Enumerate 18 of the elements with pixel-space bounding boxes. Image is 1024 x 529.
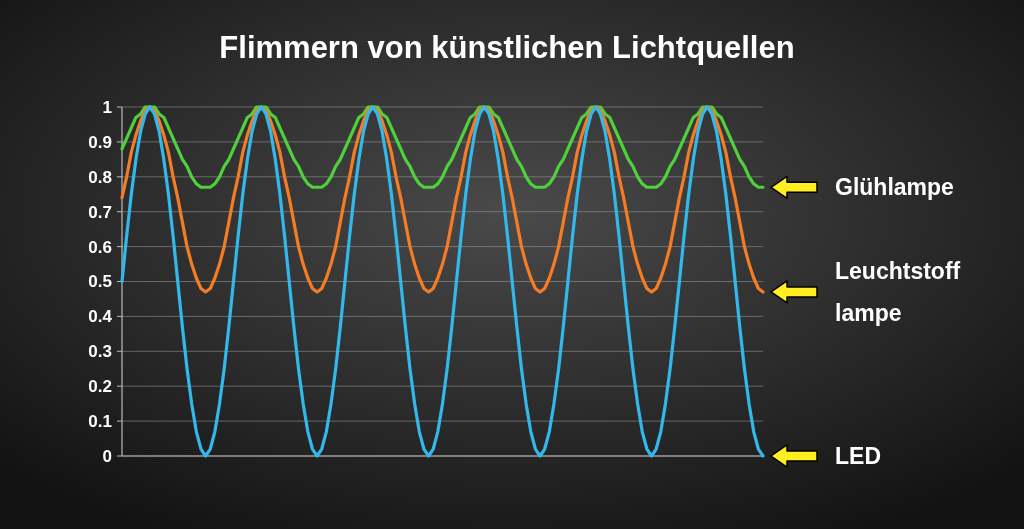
chart-title: Flimmern von künstlichen Lichtquellen: [219, 30, 795, 65]
y-tick-label: 0.3: [88, 342, 112, 362]
y-tick-label: 0.9: [88, 132, 112, 152]
y-tick-label: 0: [102, 446, 112, 466]
y-tick-label: 1: [102, 97, 112, 117]
y-tick-label: 0.1: [88, 412, 112, 432]
text: Glühlampe: [835, 174, 954, 201]
line-series: [120, 105, 765, 458]
text: Leuchtstoff lampe: [835, 258, 961, 327]
y-tick-label: 0.5: [88, 272, 112, 292]
line-series: [120, 105, 765, 189]
y-tick-label: 0.7: [88, 202, 112, 222]
y-tick-label: 0.2: [88, 377, 112, 397]
y-tick-label: 0.8: [88, 167, 112, 187]
line-series: [120, 105, 765, 294]
y-tick-label: 0.6: [88, 237, 112, 257]
y-tick-label: 0.4: [88, 307, 113, 327]
text: LED: [835, 443, 881, 470]
